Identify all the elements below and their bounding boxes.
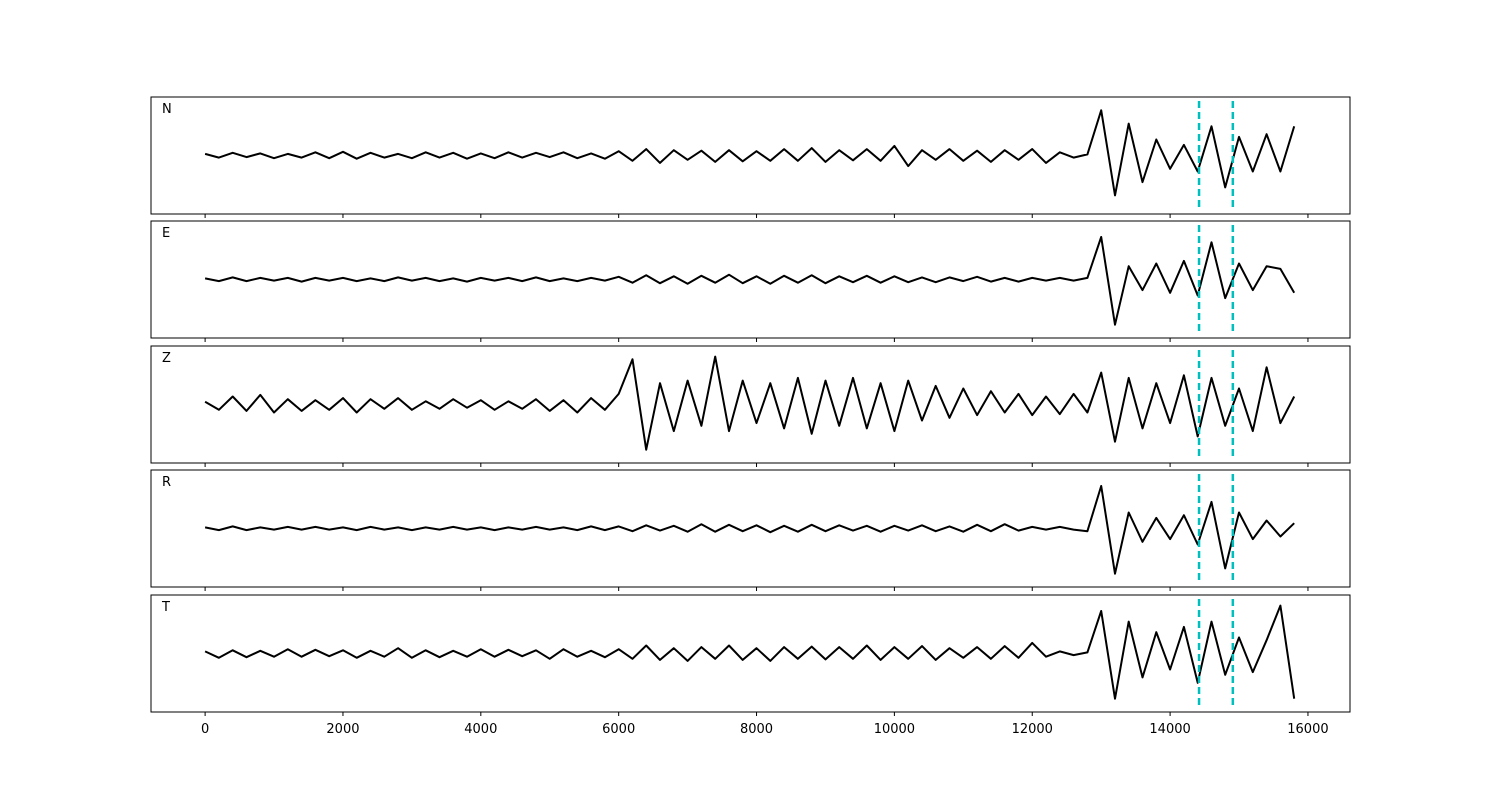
trace (204, 236, 1296, 326)
x-tick-label: 6000 (602, 722, 635, 737)
panel-border (150, 345, 1351, 464)
panel-label: E (162, 226, 170, 241)
panel-border (150, 594, 1351, 713)
panel-label: Z (162, 351, 171, 366)
panel-label: R (162, 475, 171, 490)
x-tick-label: 8000 (740, 722, 773, 737)
panel-label: N (162, 102, 172, 117)
panel-border (150, 469, 1351, 588)
panel-border (150, 96, 1351, 215)
panel-label: T (161, 600, 170, 615)
x-tick-label: 14000 (1149, 722, 1190, 737)
x-tick-label: 10000 (874, 722, 915, 737)
trace (204, 355, 1296, 451)
x-tick-label: 0 (201, 722, 209, 737)
trace (204, 604, 1296, 700)
x-tick-label: 12000 (1012, 722, 1053, 737)
x-tick-label: 2000 (326, 722, 359, 737)
trace (204, 485, 1295, 575)
panel-border (150, 220, 1351, 339)
x-tick-label: 4000 (464, 722, 497, 737)
trace (204, 109, 1296, 197)
x-tick-label: 16000 (1287, 722, 1328, 737)
